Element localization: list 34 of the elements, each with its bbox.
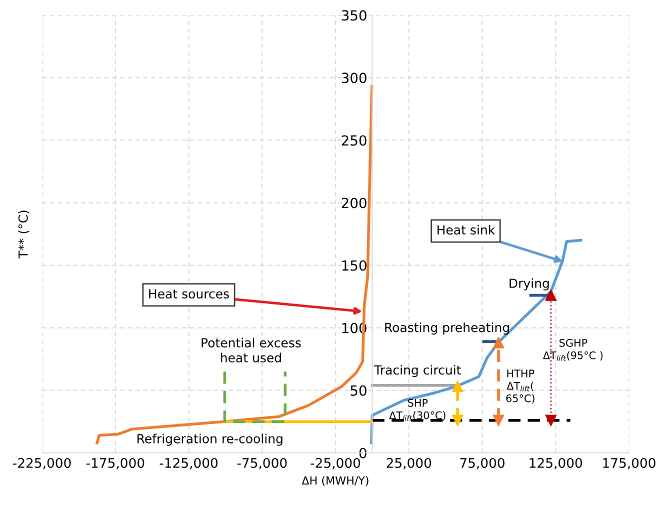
x-tick-label: 75,000 <box>460 458 504 470</box>
y-axis-title: T** (°C) <box>18 210 30 258</box>
x-tick-label: -25,000 <box>310 458 360 470</box>
point <box>452 414 464 426</box>
annotation: HTHP ΔT$_{lift}$( 65°C) <box>506 370 534 404</box>
x-tick-label: -225,000 <box>13 458 71 470</box>
annotation: Tracing circuit <box>374 364 461 378</box>
x-tick-label: 125,000 <box>530 458 582 470</box>
y-tick-label: 200 <box>342 198 366 208</box>
x-tick-label: -75,000 <box>237 458 287 470</box>
annotation: Refrigeration re-cooling <box>138 434 282 446</box>
point <box>545 414 556 426</box>
point <box>492 337 504 348</box>
x-tick-label: -175,000 <box>86 458 144 470</box>
y-tick-label: 0 <box>359 448 366 458</box>
y-tick-label: 50 <box>350 385 366 396</box>
point <box>452 381 464 392</box>
x-tick-label: 175,000 <box>603 458 656 470</box>
y-tick-label: 350 <box>342 10 366 21</box>
point <box>492 414 504 426</box>
annotation: Heat sink <box>438 224 496 235</box>
line-series <box>96 85 374 444</box>
annotation: Potential excess heat used <box>202 338 301 362</box>
x-tick-label: -125,000 <box>160 458 218 470</box>
annotation: Drying <box>510 278 549 290</box>
annotation: SGHP ΔT$_{lift}$(95°C ) <box>542 338 603 361</box>
x-tick-label: 25,000 <box>386 458 432 470</box>
y-tick-label: 150 <box>342 260 366 271</box>
annotation: Heat sources <box>149 289 229 299</box>
y-tick-label: 300 <box>342 72 366 84</box>
y-tick-label: 250 <box>342 135 366 146</box>
point <box>545 290 556 301</box>
annotation: Roasting preheating <box>385 322 509 335</box>
x-axis-title: ΔH (MWH/Y) <box>302 476 368 486</box>
